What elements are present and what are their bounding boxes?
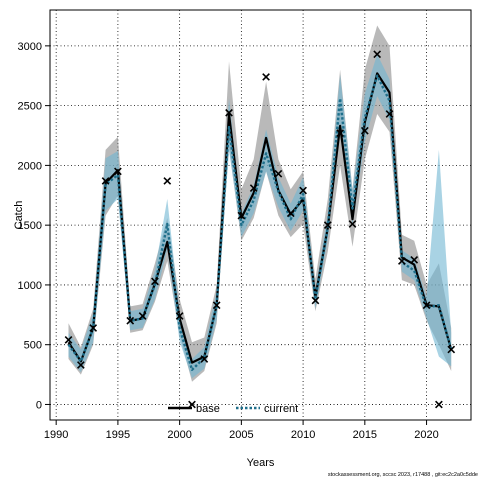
observed-mark-b [76,361,85,369]
y-tick-label-0: 0 [36,399,42,411]
observed-mark-b [188,400,196,409]
observed-point-2017 [385,110,394,118]
observed-point-2010 [299,186,307,195]
observed-point-2022 [447,345,456,354]
x-axis-ticks: 1990 1995 2000 2005 2010 2015 2020 [44,420,439,441]
x-tick-label-2010: 2010 [291,429,315,441]
observed-point-2011 [311,296,320,305]
observed-mark-b [373,50,382,59]
observed-point-2002 [200,355,209,363]
plot-frame [49,9,472,421]
observed-mark-b [274,169,283,178]
observed-mark-b [447,345,456,354]
observed-point-1997 [138,312,147,320]
y-tick-label-1000: 1000 [18,280,42,292]
observed-mark-b [163,177,172,185]
x-tick-label-2000: 2000 [167,429,191,441]
observed-mark-b [175,312,184,320]
observed-point-2015 [360,126,369,135]
observed-markers [64,50,456,409]
observed-point-1993 [89,324,98,332]
observed-point-2000 [175,312,184,320]
y-tick-label-500: 500 [24,340,42,352]
x-tick-label-2020: 2020 [414,429,438,441]
observed-mark-b [64,336,73,344]
observed-point-2018 [397,257,406,265]
observed-mark-b [237,211,246,220]
observed-mark-b [299,186,307,195]
observed-point-1994 [101,177,110,185]
observed-point-2012 [323,221,332,230]
observed-point-2001 [188,400,196,409]
observed-point-2007 [262,73,270,81]
confidence-bands [68,25,452,382]
observed-mark-b [89,324,98,332]
band-base [68,25,452,382]
observed-mark-b [200,355,209,363]
observed-point-1998 [151,277,159,286]
observed-mark-b [311,296,320,305]
observed-mark-b [422,301,431,310]
y-tick-label-3000: 3000 [18,41,42,53]
observed-mark-b [323,221,332,230]
x-axis-title: Years [247,457,275,469]
observed-point-1991 [64,336,73,344]
y-tick-label-1500: 1500 [18,220,42,232]
observed-mark-b [348,220,357,228]
observed-mark-b [225,108,233,117]
observed-point-1996 [126,316,135,325]
grid-lines [50,10,471,420]
footer-credit: stockassessment.org, sccsc 2023, r17488 … [327,472,478,478]
observed-point-2005 [237,211,246,220]
observed-mark-b [114,167,122,176]
observed-mark-b [286,209,295,218]
observed-point-2016 [373,50,382,59]
observed-point-2013 [336,129,344,137]
x-tick-label-2015: 2015 [353,429,377,441]
observed-mark-b [410,255,419,264]
line-current [67,74,453,371]
series-lines [67,72,453,371]
legend-base-label: base [196,403,220,415]
observed-point-2003 [212,301,221,310]
legend: base current [168,403,298,415]
observed-point-2008 [274,169,283,178]
observed-point-2009 [286,209,295,218]
observed-point-2014 [348,220,357,228]
observed-point-2019 [410,255,419,264]
observed-mark-b [138,312,147,320]
y-axis-title: Catch [13,201,25,230]
observed-point-1992 [76,361,85,369]
observed-mark-b [397,257,406,265]
y-tick-label-2500: 2500 [18,101,42,113]
y-axis-ticks: 0 500 1000 1500 2000 2500 3000 [18,41,50,411]
observed-mark-b [126,316,135,325]
observed-point-1999 [163,177,172,185]
legend-current-label: current [264,403,298,415]
observed-mark-b [360,126,369,135]
observed-mark-b [212,301,221,310]
observed-point-1995 [114,167,122,176]
observed-mark-b [249,184,258,192]
x-tick-label-2005: 2005 [229,429,253,441]
observed-point-2004 [225,108,233,117]
observed-mark-b [262,73,270,81]
observed-point-2021 [435,400,443,409]
observed-mark-b [151,277,159,286]
observed-point-2020 [422,301,431,310]
y-tick-label-2000: 2000 [18,160,42,172]
x-tick-label-1995: 1995 [106,429,130,441]
observed-mark-b [336,129,344,137]
observed-mark-b [385,110,394,118]
observed-point-2006 [249,184,258,192]
observed-mark-b [435,400,443,409]
observed-mark-b [101,177,110,185]
x-tick-label-1990: 1990 [44,429,68,441]
band-current [68,54,452,379]
line-base [67,72,453,364]
